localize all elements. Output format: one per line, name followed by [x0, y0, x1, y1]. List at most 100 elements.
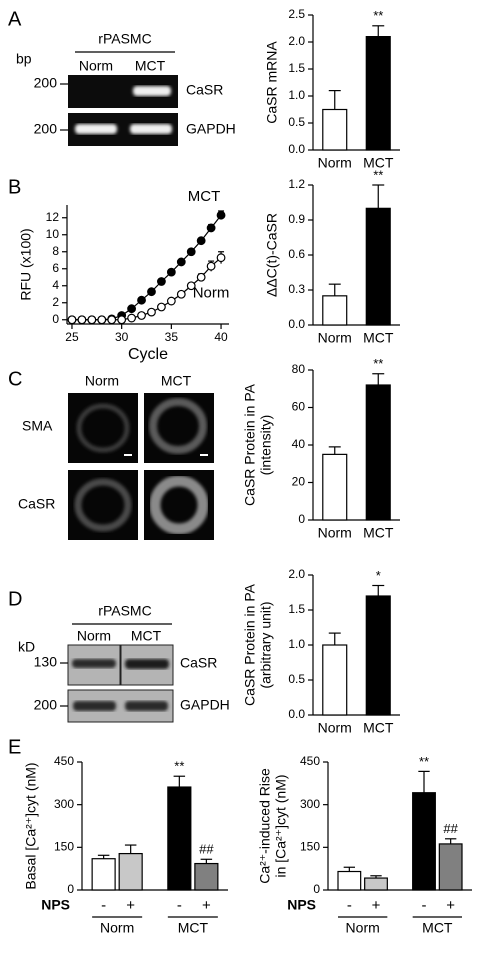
bar: [118, 852, 143, 891]
x-tick-label: Norm: [318, 155, 352, 171]
x-tick-label: +: [446, 897, 455, 914]
lane-label: Norm: [79, 58, 113, 74]
data-point: [77, 315, 87, 325]
bar: [322, 108, 348, 151]
gel-band: [130, 124, 172, 134]
blot-title: rPASMC: [98, 603, 151, 619]
x-tick-label: -: [101, 897, 106, 914]
y-tick-label: 60: [292, 400, 306, 414]
y-tick-label: 450: [300, 754, 320, 768]
data-point: [206, 223, 216, 233]
data-point: [176, 257, 186, 267]
bar: [365, 384, 391, 521]
size-unit: bp: [16, 51, 32, 67]
band-label: GAPDH: [186, 121, 236, 137]
size-label: 130: [34, 654, 58, 670]
y-tick-label: 4: [52, 278, 59, 292]
x-tick-label: 25: [65, 330, 79, 344]
y-tick-label: 1.5: [288, 602, 305, 616]
data-point: [166, 267, 176, 277]
column-label: MCT: [161, 373, 192, 389]
lane-label: Norm: [77, 628, 111, 644]
lane-label: MCT: [135, 58, 166, 74]
bar: [167, 786, 192, 891]
x-tick-label: +: [202, 897, 211, 914]
data-point: [137, 311, 146, 320]
panel-letter: B: [8, 176, 21, 198]
y-tick-label: 80: [292, 362, 306, 376]
data-point: [107, 315, 117, 325]
y-tick-label: 0.6: [288, 247, 305, 261]
y-axis-label: CaSR Protein in PA: [242, 383, 258, 506]
x-tick-label: Norm: [318, 330, 352, 346]
significance-marker: ##: [443, 821, 458, 836]
blot-band: [125, 659, 169, 669]
series-label: Norm: [193, 285, 230, 302]
gel-band: [133, 86, 171, 96]
x-tick-label: 35: [165, 330, 179, 344]
significance-marker: **: [174, 759, 184, 774]
y-tick-label: 20: [292, 475, 306, 489]
significance-marker: *: [376, 568, 381, 583]
bar: [322, 453, 348, 521]
data-point: [186, 281, 196, 291]
data-point: [137, 295, 146, 305]
blot-band: [125, 701, 168, 711]
series-line: [71, 214, 222, 321]
x-axis-label: NPS: [41, 897, 70, 913]
data-point: [196, 272, 206, 282]
significance-marker: **: [419, 754, 429, 769]
y-axis-label: in [Ca²⁺]cyt (nM): [273, 774, 289, 877]
y-tick-label: 0: [67, 882, 74, 896]
y-axis-label: (arbitrary unit): [258, 601, 274, 688]
vessel: [76, 403, 130, 453]
data-point: [216, 210, 226, 220]
data-point: [186, 247, 196, 257]
x-tick-label: +: [372, 897, 381, 914]
data-point: [127, 313, 137, 323]
x-axis-label: Cycle: [128, 346, 168, 363]
y-axis-label: CaSR Protein in PA: [242, 583, 258, 706]
significance-marker: **: [373, 167, 383, 182]
bar: [365, 595, 391, 716]
x-tick-label: +: [126, 897, 135, 914]
blot-band: [73, 701, 116, 711]
data-point: [157, 302, 166, 312]
y-tick-label: 0.0: [288, 142, 305, 156]
significance-marker: **: [373, 356, 383, 371]
x-tick-label: MCT: [363, 525, 394, 541]
y-tick-label: 450: [54, 754, 74, 768]
y-tick-label: 150: [54, 840, 74, 854]
data-point: [196, 236, 206, 246]
data-point: [176, 289, 186, 299]
bar: [438, 843, 463, 891]
data-point: [147, 287, 156, 297]
y-tick-label: 0.5: [288, 115, 305, 129]
y-tick-label: 6: [52, 261, 59, 275]
series-label: MCT: [188, 188, 221, 205]
y-axis-label: CaSR mRNA: [264, 41, 280, 124]
y-tick-label: 2.0: [288, 34, 305, 48]
y-axis-label: ΔΔC(t)-CaSR: [264, 213, 280, 297]
band-label: CaSR: [180, 655, 217, 671]
group-label: Norm: [346, 920, 380, 936]
size-label: 200: [34, 121, 58, 137]
lane-label: MCT: [131, 628, 162, 644]
gel-band: [75, 124, 117, 134]
gel-title: rPASMC: [98, 31, 151, 47]
band-label: GAPDH: [180, 697, 230, 713]
size-unit: kD: [18, 639, 35, 655]
x-tick-label: Norm: [318, 525, 352, 541]
y-tick-label: 2.5: [288, 7, 305, 21]
y-tick-label: 0: [52, 312, 59, 326]
y-tick-label: 0.9: [288, 212, 305, 226]
data-point: [166, 296, 176, 306]
y-tick-label: 1.2: [288, 177, 305, 191]
y-tick-label: 0.5: [288, 672, 305, 686]
y-tick-label: 0: [313, 882, 320, 896]
y-tick-label: 1.5: [288, 61, 305, 75]
data-point: [127, 304, 137, 314]
size-label: 200: [34, 75, 58, 91]
vessel: [149, 475, 209, 535]
y-tick-label: 2.0: [288, 567, 305, 581]
